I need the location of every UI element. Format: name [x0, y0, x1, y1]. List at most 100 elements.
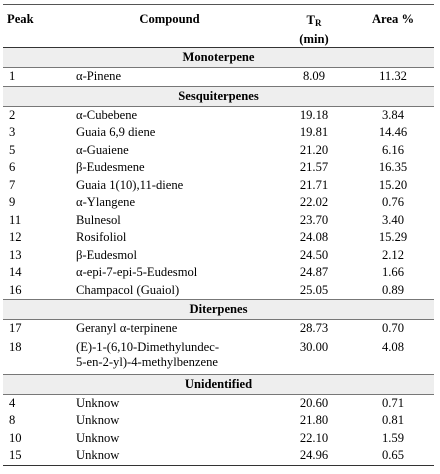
table-row: 6 β-Eudesmene 21.57 16.35 [3, 159, 434, 177]
cell-area-percent: 15.20 [378, 177, 408, 192]
cell-compound: α-Guaiene [76, 142, 129, 157]
compound-line-1: (E)-1-(6,10-Dimethylundec- [76, 339, 220, 354]
section-header-row: Diterpenes [3, 299, 434, 320]
table-row: 10 Unknow 22.10 1.59 [3, 430, 434, 448]
cell-peak: 2 [9, 107, 16, 122]
cell-peak: 18 [9, 339, 22, 354]
cell-area-percent: 2.12 [381, 247, 405, 262]
section-header-row: Sesquiterpenes [3, 85, 434, 107]
table-header-row: Peak Compound TR (min) Area % [3, 4, 434, 48]
cell-compound: (E)-1-(6,10-Dimethylundec- 5-en-2-yl)-4-m… [63, 338, 276, 375]
cell-area-percent: 0.65 [352, 447, 434, 466]
cell-retention-time: 30.00 [299, 339, 329, 354]
cell-retention-time: 21.20 [299, 142, 329, 157]
cell-retention-time: 19.18 [299, 107, 329, 122]
cell-area-percent: 0.71 [381, 395, 405, 410]
cell-area-percent: 11.32 [379, 69, 407, 84]
header-peak: Peak [3, 4, 63, 48]
cell-retention-time: 24.08 [299, 230, 329, 245]
cell-compound: Champacol (Guaiol) [76, 282, 180, 297]
cell-compound: Unknow [76, 430, 120, 445]
cell-peak: 9 [9, 195, 16, 210]
cell-area-percent: 4.08 [381, 339, 405, 354]
cell-retention-time: 21.80 [299, 413, 329, 428]
cell-compound: Geranyl α-terpinene [76, 321, 178, 336]
cell-area-percent: 16.35 [378, 160, 408, 175]
cell-area-percent: 3.40 [381, 212, 405, 227]
section-title: Sesquiterpenes [3, 85, 434, 107]
section-title: Diterpenes [3, 299, 434, 320]
cell-compound: α-Pinene [76, 69, 122, 84]
cell-compound: β-Eudesmene [76, 160, 145, 175]
cell-peak: 8 [9, 413, 16, 428]
cell-peak: 3 [9, 125, 16, 140]
header-tr-unit: (min) [299, 32, 329, 46]
cell-peak: 14 [9, 265, 22, 280]
cell-retention-time: 23.70 [299, 212, 329, 227]
cell-area-percent: 0.70 [381, 321, 405, 336]
cell-retention-time: 21.57 [299, 160, 329, 175]
cell-peak: 12 [9, 230, 22, 245]
table-row: 7 Guaia 1(10),11-diene 21.71 15.20 [3, 177, 434, 195]
table-row: 16 Champacol (Guaiol) 25.05 0.89 [3, 282, 434, 300]
cell-retention-time: 19.81 [299, 125, 329, 140]
cell-area-percent: 14.46 [378, 125, 408, 140]
cell-peak: 16 [9, 282, 22, 297]
cell-area-percent: 6.16 [381, 142, 405, 157]
header-compound: Compound [63, 4, 276, 48]
cell-peak: 10 [9, 430, 22, 445]
section-title: Monoterpene [3, 47, 434, 68]
cell-compound: Bulnesol [76, 212, 121, 227]
cell-compound: α-Cubebene [76, 107, 138, 122]
cell-area-percent: 0.81 [381, 413, 405, 428]
cell-retention-time: 24.87 [299, 265, 329, 280]
header-area-percent: Area % [352, 4, 434, 48]
table-row: 15 Unknow 24.96 0.65 [3, 447, 434, 466]
cell-area-percent: 1.59 [381, 430, 405, 445]
table-row: 14 α-epi-7-epi-5-Eudesmol 24.87 1.66 [3, 264, 434, 282]
cell-retention-time: 28.73 [299, 321, 329, 336]
cell-area-percent: 1.66 [381, 265, 405, 280]
table-row: 5 α-Guaiene 21.20 6.16 [3, 142, 434, 160]
table-row: 1 α-Pinene 8.09 11.32 [3, 68, 434, 87]
table-row: 17 Geranyl α-terpinene 28.73 0.70 [3, 320, 434, 338]
table-row: 8 Unknow 21.80 0.81 [3, 412, 434, 430]
cell-peak: 11 [9, 212, 22, 227]
cell-compound: Unknow [76, 413, 120, 428]
table-row: 12 Rosifoliol 24.08 15.29 [3, 229, 434, 247]
cell-area-percent: 15.29 [378, 230, 408, 245]
cell-compound: Unknow [63, 447, 276, 466]
cell-compound: Guaia 6,9 diene [76, 125, 156, 140]
table-row: 13 β-Eudesmol 24.50 2.12 [3, 247, 434, 265]
cell-retention-time: 8.09 [302, 69, 326, 84]
cell-peak: 13 [9, 247, 22, 262]
gc-ms-results-table: Peak Compound TR (min) Area % Monoterpene… [3, 4, 434, 466]
section-header-row: Monoterpene [3, 47, 434, 68]
section-header-row: Unidentified [3, 373, 434, 395]
table-row: 18 (E)-1-(6,10-Dimethylundec- 5-en-2-yl)-4… [3, 338, 434, 375]
cell-retention-time: 21.71 [299, 177, 329, 192]
cell-peak: 6 [9, 160, 16, 175]
cell-compound: α-epi-7-epi-5-Eudesmol [76, 265, 198, 280]
table-row: 9 α-Ylangene 22.02 0.76 [3, 194, 434, 212]
compound-line-2: 5-en-2-yl)-4-methylbenzene [76, 354, 218, 369]
cell-retention-time: 24.50 [299, 247, 329, 262]
cell-compound: Unknow [76, 395, 120, 410]
cell-compound: β-Eudesmol [76, 247, 137, 262]
cell-peak: 5 [9, 142, 16, 157]
cell-peak: 15 [3, 447, 63, 466]
cell-peak: 17 [9, 321, 22, 336]
header-tr-subscript: R [314, 18, 322, 28]
table-row: 3 Guaia 6,9 diene 19.81 14.46 [3, 124, 434, 142]
cell-compound: Rosifoliol [76, 230, 127, 245]
cell-compound: α-Ylangene [76, 195, 136, 210]
table-body: Monoterpene 1 α-Pinene 8.09 11.32 Sesquiterpe… [3, 47, 434, 466]
cell-retention-time: 25.05 [299, 282, 329, 297]
header-tr-symbol: T [306, 13, 315, 27]
cell-retention-time: 22.02 [299, 195, 329, 210]
cell-peak: 7 [9, 177, 16, 192]
cell-retention-time: 22.10 [299, 430, 329, 445]
cell-area-percent: 0.89 [381, 282, 405, 297]
cell-area-percent: 0.76 [381, 195, 405, 210]
